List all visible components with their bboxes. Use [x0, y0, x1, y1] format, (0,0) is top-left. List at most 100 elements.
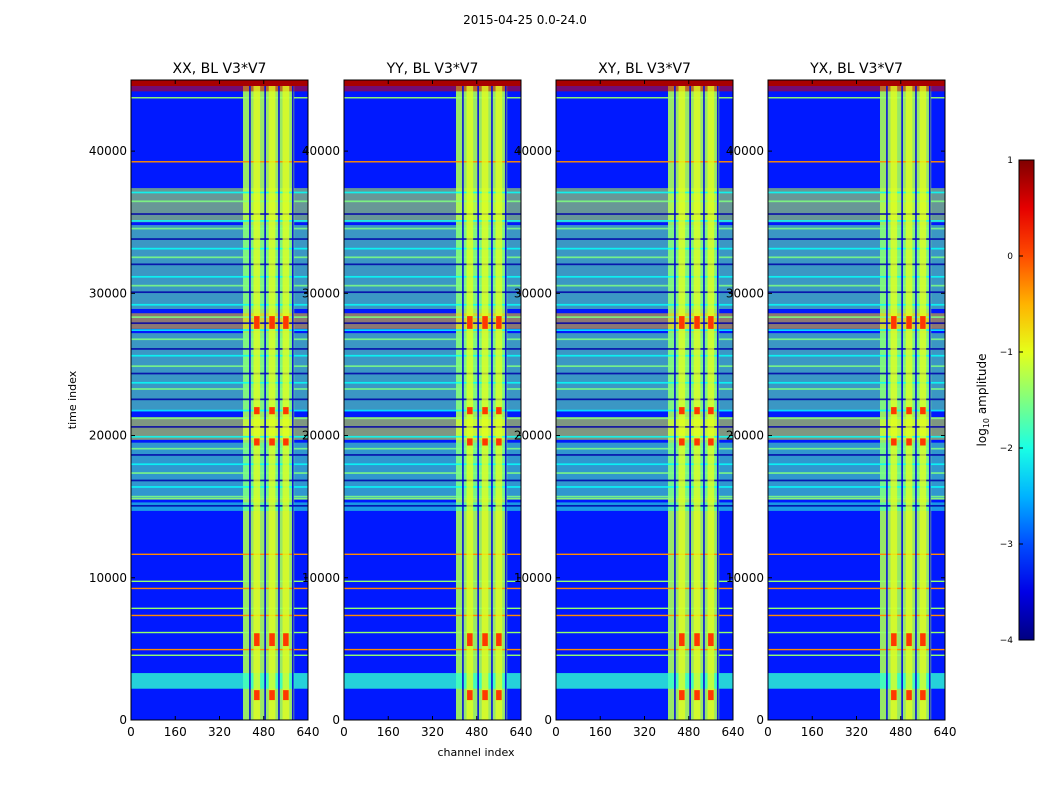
hot-cell — [269, 633, 275, 647]
hot-cell — [891, 633, 897, 647]
time-stripe — [556, 365, 733, 368]
rfi-line — [131, 97, 308, 99]
heatmap-body — [556, 80, 733, 720]
time-stripe — [768, 472, 945, 474]
rfi-time-range — [131, 225, 308, 309]
time-stripe — [344, 247, 521, 250]
time-stripe — [344, 495, 521, 498]
x-tick-label: 480 — [252, 725, 275, 739]
hot-cell — [708, 407, 714, 415]
time-stripe — [556, 329, 733, 331]
y-tick-label: 20000 — [89, 429, 127, 443]
rfi-low-band — [768, 673, 945, 689]
hot-cell — [694, 438, 700, 446]
y-tick-label: 40000 — [89, 144, 127, 158]
band-gap — [915, 80, 917, 720]
hot-cell — [708, 316, 714, 329]
time-stripe — [131, 275, 308, 278]
time-stripe — [768, 275, 945, 278]
rfi-line — [344, 654, 521, 656]
hot-cell — [283, 438, 289, 446]
x-tick-label: 480 — [677, 725, 700, 739]
x-tick-label: 0 — [340, 725, 348, 739]
colorbar-tick-label: 1 — [1007, 156, 1013, 166]
time-stripe — [556, 263, 733, 266]
time-stripe — [131, 372, 308, 375]
hot-cell — [283, 690, 289, 701]
rfi-line — [768, 614, 945, 617]
time-stripe — [556, 200, 733, 203]
time-stripe — [768, 263, 945, 266]
time-stripe — [768, 381, 945, 384]
time-stripe — [768, 388, 945, 390]
time-stripe — [131, 200, 308, 203]
time-stripe — [344, 220, 521, 222]
y-tick-label: 30000 — [514, 286, 552, 300]
band-gap — [674, 80, 676, 720]
time-stripe — [344, 426, 521, 428]
time-stripe — [768, 372, 945, 375]
time-stripe — [344, 191, 521, 194]
x-tick-label: 0 — [764, 725, 772, 739]
time-stripe — [344, 504, 521, 507]
rfi-line — [344, 607, 521, 610]
time-stripe — [768, 220, 945, 222]
time-stripe — [344, 316, 521, 318]
time-stripe — [768, 256, 945, 259]
y-axis-label: time index — [66, 370, 79, 429]
y-tick-label: 20000 — [514, 429, 552, 443]
time-stripe — [344, 354, 521, 357]
time-stripe — [556, 495, 733, 498]
time-stripe — [344, 227, 521, 230]
rfi-line — [344, 631, 521, 634]
time-stripe — [556, 256, 733, 259]
hot-cell — [920, 407, 926, 415]
rfi-low-band — [344, 673, 521, 689]
rfi-line — [556, 631, 733, 634]
time-stripe — [131, 338, 308, 341]
x-tick-label: 320 — [845, 725, 868, 739]
time-stripe — [768, 213, 945, 215]
time-stripe — [344, 454, 521, 456]
hot-cell — [679, 407, 685, 415]
y-tick-label: 0 — [544, 713, 552, 727]
time-stripe — [344, 479, 521, 482]
rfi-line — [556, 553, 733, 555]
panel-title: XY, BL V3*V7 — [598, 61, 691, 77]
y-tick-label: 0 — [119, 713, 127, 727]
hot-cell — [708, 690, 714, 701]
time-stripe — [768, 398, 945, 401]
time-stripe — [556, 284, 733, 287]
time-stripe — [344, 472, 521, 474]
figure-title: 2015-04-25 0.0-24.0 — [463, 13, 587, 27]
x-axis-label: channel index — [437, 746, 515, 759]
time-stripe — [344, 238, 521, 240]
time-stripe — [556, 348, 733, 350]
time-stripe — [556, 316, 733, 318]
rfi-line — [768, 607, 945, 610]
time-stripe — [131, 495, 308, 498]
y-tick-label: 40000 — [514, 144, 552, 158]
time-stripe — [768, 417, 945, 420]
x-tick-label: 320 — [421, 725, 444, 739]
x-tick-label: 480 — [889, 725, 912, 739]
time-stripe — [344, 322, 521, 325]
time-stripe — [556, 463, 733, 466]
colorbar-tick-label: −2 — [1000, 444, 1013, 454]
time-stripe — [768, 354, 945, 357]
band-gap — [249, 80, 251, 720]
time-stripe — [344, 365, 521, 368]
hot-cell — [269, 438, 275, 446]
x-tick-label: 480 — [465, 725, 488, 739]
time-stripe — [768, 284, 945, 287]
y-tick-label: 0 — [332, 713, 340, 727]
hot-cell — [906, 407, 912, 415]
rfi-line — [768, 648, 945, 651]
time-stripe — [344, 486, 521, 488]
hot-cell — [694, 316, 700, 329]
time-stripe — [344, 398, 521, 401]
rfi-line — [556, 498, 733, 500]
time-stripe — [768, 316, 945, 318]
time-stripe — [131, 348, 308, 350]
hot-cell — [283, 633, 289, 647]
